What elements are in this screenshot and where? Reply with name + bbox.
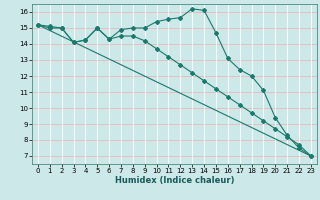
- X-axis label: Humidex (Indice chaleur): Humidex (Indice chaleur): [115, 176, 234, 185]
